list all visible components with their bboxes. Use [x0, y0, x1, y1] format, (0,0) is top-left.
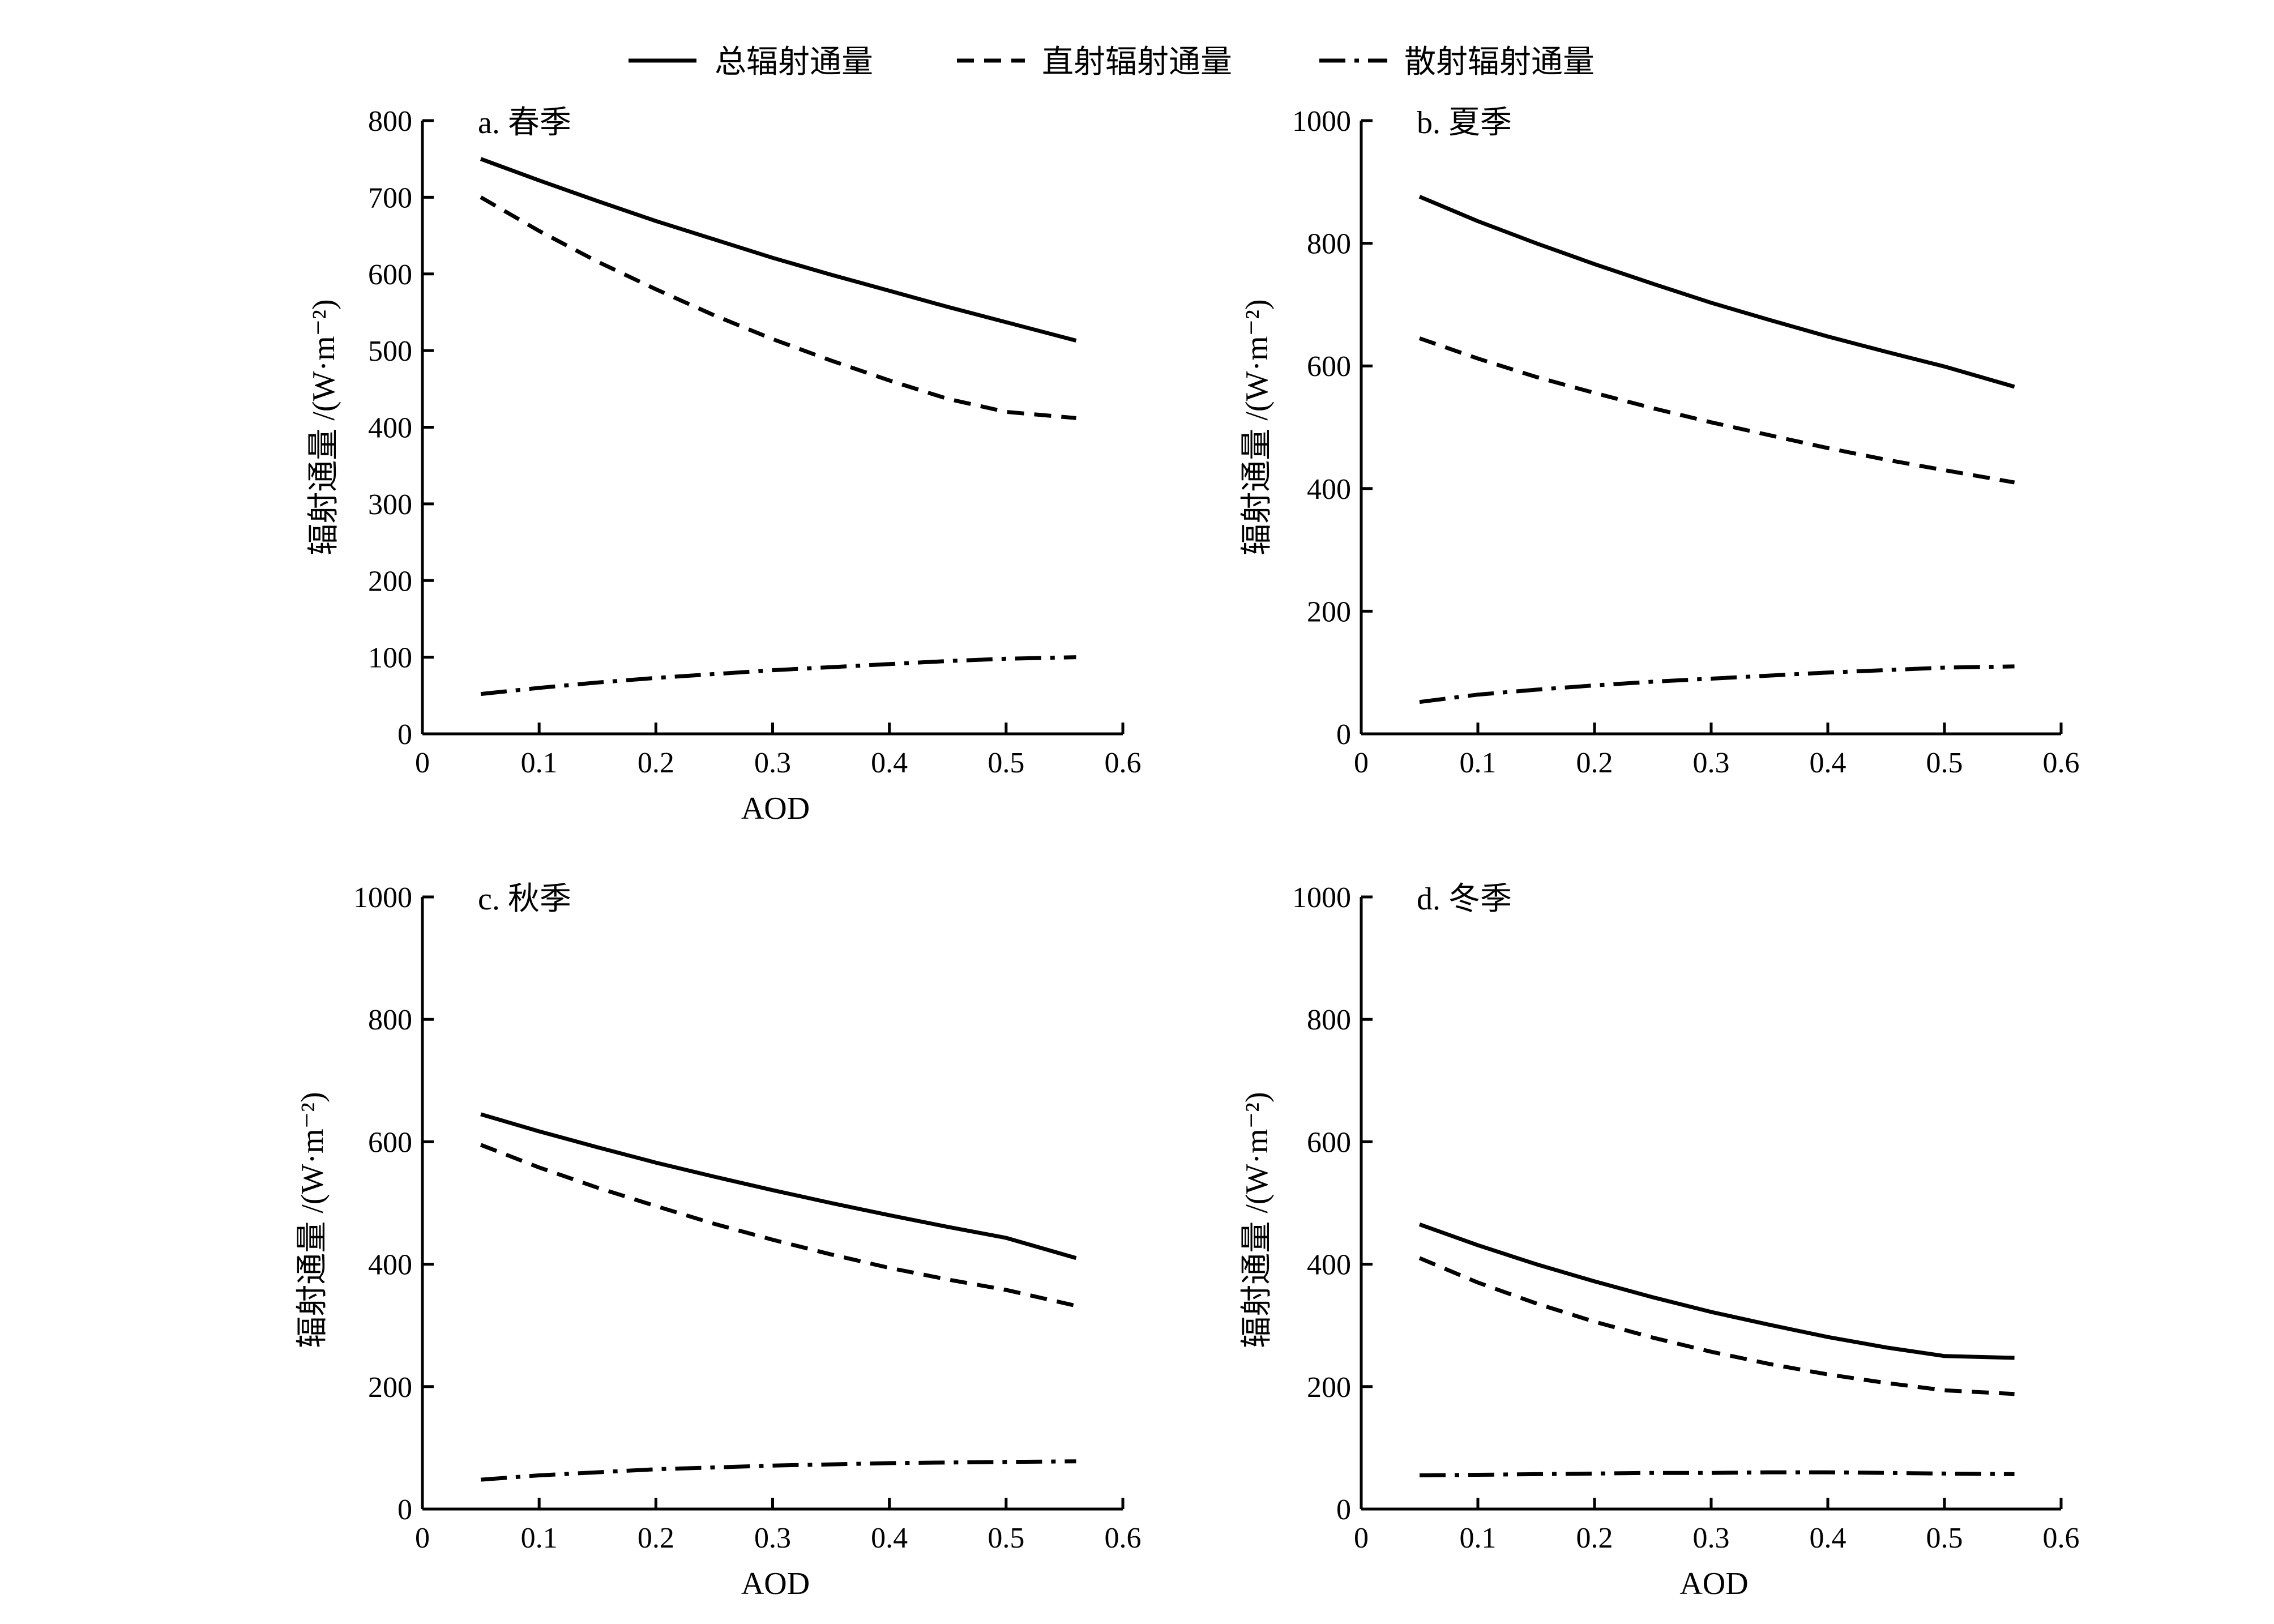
- x-tick-label: 0.2: [638, 747, 674, 779]
- panel-title: a. 春季: [478, 105, 571, 140]
- series-line-solid: [1418, 195, 2015, 389]
- series-line-dashed: [480, 195, 1076, 420]
- y-tick-label: 1000: [1292, 882, 1351, 914]
- chart-panel-c: 0 200 400 600 800 1000 0 0.1 0.2 0.3 0.4 0.5 0.6 AOD 辐…: [295, 882, 1142, 1601]
- y-tick-label: 0: [1336, 719, 1351, 751]
- x-tick-label: 0.3: [1693, 747, 1730, 779]
- y-tick-label: 1000: [1292, 105, 1351, 138]
- series-line-solid: [480, 1112, 1077, 1260]
- y-tick-label: 400: [368, 412, 412, 445]
- y-tick-label: 700: [368, 182, 412, 214]
- x-tick-label: 0.2: [638, 1522, 674, 1554]
- x-tick-label: 0.6: [1105, 747, 1142, 779]
- x-tick-label: 0.5: [1926, 747, 1963, 779]
- x-axis-label: AOD: [741, 1566, 810, 1601]
- x-tick-label: 0.4: [1810, 1522, 1846, 1554]
- legend-item: 直射辐射通量: [957, 45, 1232, 80]
- y-tick-label: 200: [1307, 596, 1351, 628]
- x-tick-label: 0.2: [1576, 1522, 1613, 1554]
- x-tick-label: 0.3: [754, 747, 791, 779]
- y-axis-label: 辐射通量 /(W·m⁻²): [306, 299, 341, 555]
- y-tick-label: 400: [1307, 1249, 1351, 1281]
- y-tick-label: 800: [1307, 1004, 1351, 1036]
- y-tick-label: 600: [368, 1126, 412, 1159]
- series-line-dashed: [480, 1143, 1077, 1308]
- y-tick-label: 600: [368, 259, 412, 291]
- x-tick-label: 0.6: [2043, 747, 2080, 779]
- y-tick-label: 600: [1307, 1126, 1351, 1159]
- series-line-dashdot: [1419, 664, 2015, 704]
- x-tick-label: 0.6: [2043, 1522, 2080, 1554]
- x-tick-label: 0: [1354, 747, 1369, 779]
- legend-item: 总辐射通量: [629, 45, 873, 80]
- y-tick-label: 300: [368, 489, 412, 521]
- x-tick-label: 0.4: [1810, 747, 1846, 779]
- chart-panel-d: 0 200 400 600 800 1000 0 0.1 0.2 0.3 0.4 0.5 0.6 AOD 辐…: [1239, 882, 2080, 1601]
- legend-label: 散射辐射通量: [1404, 45, 1595, 80]
- y-tick-label: 600: [1307, 351, 1351, 383]
- y-tick-label: 200: [368, 565, 412, 597]
- x-tick-label: 0.2: [1576, 747, 1613, 779]
- legend: 总辐射通量 直射辐射通量 散射辐射通量: [629, 45, 1595, 80]
- legend-item: 散射辐射通量: [1319, 45, 1595, 80]
- y-tick-label: 800: [368, 1004, 412, 1036]
- y-axis-label: 辐射通量 /(W·m⁻²): [295, 1092, 330, 1348]
- y-tick-label: 400: [1307, 473, 1351, 506]
- chart-panel-a: 0 100 200 300 400 500 600 700 800 0 0.1 0.2 0.3 0.4 0.…: [306, 105, 1142, 826]
- y-tick-label: 0: [397, 719, 412, 751]
- x-tick-label: 0: [1354, 1522, 1369, 1554]
- x-tick-label: 0.3: [1693, 1522, 1730, 1554]
- x-tick-label: 0.6: [1105, 1522, 1142, 1554]
- y-tick-label: 400: [368, 1249, 412, 1281]
- y-tick-label: 0: [1336, 1494, 1351, 1526]
- x-tick-label: 0.1: [1460, 747, 1497, 779]
- y-tick-label: 200: [368, 1371, 412, 1404]
- x-tick-label: 0.3: [754, 1522, 791, 1554]
- y-axis-label: 辐射通量 /(W·m⁻²): [1239, 299, 1275, 555]
- y-tick-label: 200: [1307, 1371, 1351, 1404]
- x-tick-label: 0.4: [871, 1522, 908, 1554]
- legend-label: 直射辐射通量: [1042, 45, 1232, 80]
- x-tick-label: 0.4: [871, 747, 908, 779]
- x-tick-label: 0.1: [521, 747, 558, 779]
- x-tick-label: 0.5: [988, 747, 1024, 779]
- y-tick-label: 800: [1307, 228, 1351, 260]
- x-tick-label: 0.1: [521, 1522, 558, 1554]
- y-tick-label: 0: [397, 1494, 412, 1526]
- y-tick-label: 800: [368, 105, 412, 138]
- panel-title: b. 夏季: [1417, 105, 1512, 140]
- series-line-dashdot: [480, 1459, 1076, 1482]
- series-line-dashed: [1418, 336, 2015, 485]
- y-tick-label: 100: [368, 642, 412, 674]
- x-axis-label: AOD: [1679, 1566, 1748, 1601]
- series-line-solid: [1418, 1223, 2015, 1360]
- x-tick-label: 0: [415, 1522, 430, 1554]
- y-axis-label: 辐射通量 /(W·m⁻²): [1239, 1092, 1275, 1348]
- x-axis-label: AOD: [741, 791, 810, 826]
- x-tick-label: 0: [415, 747, 430, 779]
- series-line-solid: [480, 157, 1077, 343]
- y-tick-label: 500: [368, 335, 412, 367]
- legend-label: 总辐射通量: [715, 45, 873, 80]
- x-tick-label: 0.1: [1460, 1522, 1497, 1554]
- panel-title: c. 秋季: [478, 882, 571, 917]
- panel-title: d. 冬季: [1417, 882, 1512, 917]
- chart-panel-b: 0 200 400 600 800 1000 0 0.1 0.2 0.3 0.4 0.5 0.6 辐射通量…: [1239, 105, 2080, 779]
- y-tick-label: 1000: [353, 882, 412, 914]
- x-tick-label: 0.5: [1926, 1522, 1963, 1554]
- series-line-dashed: [1418, 1256, 2015, 1396]
- x-tick-label: 0.5: [988, 1522, 1024, 1554]
- series-line-dashdot: [480, 655, 1076, 696]
